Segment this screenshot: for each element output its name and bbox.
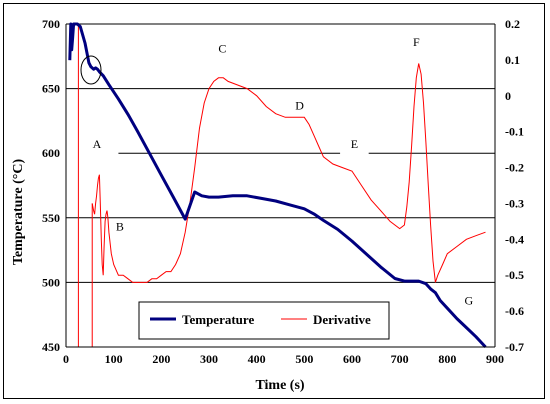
annotation-label: G bbox=[464, 293, 473, 307]
y2-tick-label: 0.1 bbox=[505, 53, 520, 67]
y2-tick-label: -0.7 bbox=[505, 340, 524, 354]
y2-tick-label: -0.6 bbox=[505, 304, 524, 318]
annotation-label: B bbox=[116, 220, 124, 234]
legend: Temperature Derivative bbox=[138, 301, 390, 340]
annotation-label: C bbox=[218, 41, 226, 55]
y2-tick-label: -0.3 bbox=[505, 196, 524, 210]
annotation-label: F bbox=[413, 35, 420, 49]
y2-tick-label: 0.2 bbox=[505, 17, 520, 31]
x-tick-label: 300 bbox=[200, 352, 218, 366]
y2-tick-label: 0 bbox=[505, 89, 511, 103]
annotation-label: E bbox=[351, 137, 358, 151]
x-tick-label: 500 bbox=[295, 352, 313, 366]
y-tick-label: 700 bbox=[42, 17, 60, 31]
y-tick-label: 650 bbox=[42, 82, 60, 96]
x-tick-label: 900 bbox=[486, 352, 504, 366]
x-tick-label: 800 bbox=[438, 352, 456, 366]
annotation-label: D bbox=[295, 98, 304, 112]
y2-tick-label: -0.5 bbox=[505, 268, 524, 282]
x-tick-label: 600 bbox=[343, 352, 361, 366]
highlight-ellipse bbox=[80, 55, 102, 85]
y-tick-label: 450 bbox=[42, 340, 60, 354]
x-tick-label: 700 bbox=[391, 352, 409, 366]
x-tick-label: 200 bbox=[152, 352, 170, 366]
x-tick-label: 400 bbox=[248, 352, 266, 366]
y2-tick-label: -0.2 bbox=[505, 161, 524, 175]
y-tick-label: 500 bbox=[42, 275, 60, 289]
legend-label-derivative: Derivative bbox=[313, 312, 371, 327]
y2-tick-label: -0.4 bbox=[505, 232, 524, 246]
x-axis-title: Time (s) bbox=[255, 378, 304, 393]
y-axis-title: Temperature (°C) bbox=[11, 159, 26, 266]
series-line-derivative bbox=[91, 63, 486, 283]
series-layer bbox=[68, 22, 487, 349]
series-line-temperature bbox=[68, 22, 487, 349]
annotations: A B C D E F G bbox=[93, 35, 474, 307]
y2-tick-label: -0.1 bbox=[505, 125, 524, 139]
x-tick-label: 0 bbox=[63, 352, 69, 366]
y-tick-label: 550 bbox=[42, 211, 60, 225]
axes bbox=[65, 24, 496, 348]
gridlines bbox=[66, 23, 495, 283]
tick-labels: 450 500 550 600 650 700 -0.7 -0.6 -0.5 -0.4 -0.3 -0… bbox=[42, 17, 524, 366]
x-tick-label: 100 bbox=[105, 352, 123, 366]
annotation-label: A bbox=[93, 137, 102, 151]
legend-box bbox=[138, 301, 390, 340]
y-tick-label: 600 bbox=[42, 146, 60, 160]
legend-label-temperature: Temperature bbox=[182, 312, 254, 327]
